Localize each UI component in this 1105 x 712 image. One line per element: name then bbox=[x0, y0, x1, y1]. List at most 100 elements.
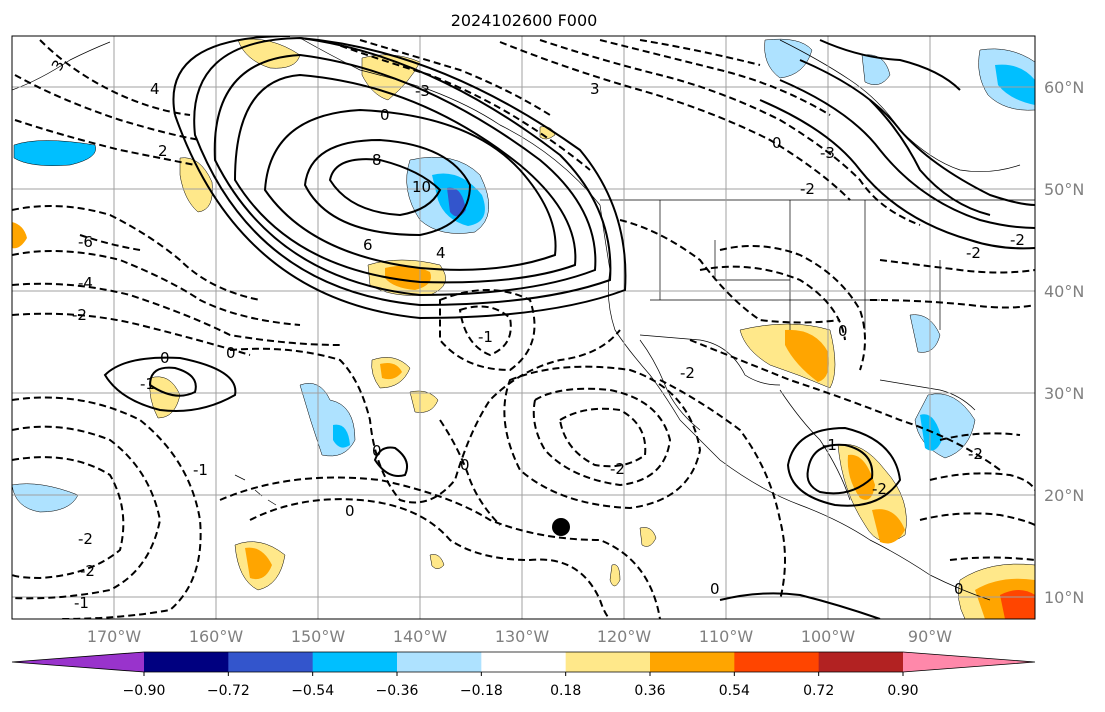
lat-label: 60°N bbox=[1044, 78, 1084, 97]
contour-neg-c2 bbox=[532, 387, 672, 487]
contour-high-8 bbox=[328, 158, 442, 217]
contour-label: -6 bbox=[78, 233, 93, 251]
colorbar-tick-label: 0.18 bbox=[550, 683, 581, 699]
colorbar-ticks: −0.90 −0.72 −0.54 −0.36 −0.18 0.18 0.36 0.54 0.7… bbox=[123, 672, 919, 699]
colorbar-tick-label: −0.36 bbox=[376, 683, 419, 699]
contour-label: 3 bbox=[590, 80, 600, 98]
contour-neg-se3 bbox=[939, 432, 1021, 441]
contour-label: 0 bbox=[380, 106, 390, 124]
lon-label: 140°W bbox=[393, 627, 448, 646]
shade-orange-mexico2 bbox=[872, 509, 905, 544]
colorbar-extend-high bbox=[903, 652, 1035, 672]
shade-ltblue-ne1 bbox=[764, 38, 813, 79]
contour-neg-us1 bbox=[619, 219, 841, 324]
colorbar-segment bbox=[818, 652, 904, 672]
contour-label: -2 bbox=[680, 364, 695, 382]
colorbar-segment bbox=[650, 652, 735, 672]
shade-blue-nw bbox=[13, 140, 96, 166]
shade-orange-w bbox=[12, 222, 27, 249]
contour-high-2 bbox=[213, 53, 597, 297]
contour-neg-alaska2 bbox=[359, 39, 551, 116]
contour-neg-center1 bbox=[229, 329, 621, 504]
contour-neg-west-n bbox=[79, 234, 141, 251]
colorbar-tick-label: 0.90 bbox=[887, 683, 918, 699]
colorbar-tick-label: 0.36 bbox=[634, 683, 665, 699]
contour-neg-center2 bbox=[458, 305, 512, 357]
contour-label: -2 bbox=[872, 480, 887, 498]
shade-yellow-small2 bbox=[639, 527, 657, 547]
contour-neg-ne3 bbox=[599, 39, 831, 116]
contour-ne-4 bbox=[819, 39, 961, 91]
contour-neg-w3 bbox=[12, 282, 341, 346]
lon-label: 120°W bbox=[597, 627, 652, 646]
contour-label: 8 bbox=[372, 151, 382, 169]
contour-neg-w1 bbox=[12, 205, 261, 301]
border-us-mexico bbox=[639, 334, 781, 386]
shade-blue-ne2 bbox=[995, 64, 1035, 105]
lon-label: 150°W bbox=[291, 627, 346, 646]
shade-blue-central bbox=[333, 424, 350, 448]
contour-high-6 bbox=[303, 138, 472, 237]
shade-orange-gulf bbox=[785, 329, 829, 382]
contour-west-small bbox=[148, 366, 197, 397]
lon-label: 110°W bbox=[699, 627, 754, 646]
shade-red-se-corner bbox=[1000, 590, 1035, 619]
contour-neg-center3 bbox=[439, 289, 536, 372]
colorbar-tick-label: 0.54 bbox=[719, 683, 750, 699]
contour-label: -1 bbox=[193, 461, 208, 479]
contour-label: -1 bbox=[74, 594, 89, 612]
contour-ne-1 bbox=[799, 59, 1035, 206]
contour-neg-w2 bbox=[12, 250, 301, 326]
contour-neg-ne1 bbox=[539, 39, 921, 226]
shade-orange-central bbox=[380, 363, 402, 380]
shade-yellow-top bbox=[237, 38, 301, 69]
contour-neg-alaska1 bbox=[329, 41, 591, 171]
contour-neg-sw3 bbox=[12, 396, 202, 619]
contour-label: 0 bbox=[954, 580, 964, 598]
contour-label: -2 bbox=[80, 562, 95, 580]
colorbar-segment bbox=[312, 652, 398, 672]
colorbar-segment bbox=[397, 652, 482, 672]
shade-yellow-central2 bbox=[409, 390, 439, 413]
shade-yellow-small3 bbox=[609, 564, 621, 587]
coastline-us-west bbox=[599, 204, 681, 421]
contour-mexico-1 bbox=[786, 426, 902, 507]
colorbar-tick-label: −0.18 bbox=[460, 683, 503, 699]
contour-neg-se1 bbox=[929, 472, 1035, 491]
lat-label: 10°N bbox=[1044, 588, 1084, 607]
contour-label: 4 bbox=[150, 80, 160, 98]
dashed-contours bbox=[12, 39, 1035, 619]
shaded-anomalies bbox=[12, 38, 1035, 619]
colorbar-tick-label: −0.72 bbox=[207, 683, 250, 699]
colorbar-tick-label: 0.72 bbox=[803, 683, 834, 699]
contour-neg-us2 bbox=[879, 259, 1035, 274]
islands-hawaii bbox=[234, 474, 277, 506]
lon-label: 130°W bbox=[495, 627, 550, 646]
contour-neg-s2 bbox=[219, 476, 661, 619]
colorbar-tick-label: −0.54 bbox=[291, 683, 334, 699]
contour-neg-gulf2 bbox=[699, 265, 846, 341]
contour-neg-c3 bbox=[558, 407, 647, 468]
colorbar-segment bbox=[565, 652, 651, 672]
contour-neg-s3 bbox=[659, 379, 786, 601]
shade-ltblue-ne3 bbox=[861, 54, 891, 86]
contour-neg-nw1 bbox=[39, 39, 191, 116]
lat-label: 30°N bbox=[1044, 384, 1084, 403]
contour-label: -1 bbox=[140, 375, 155, 393]
contour-neg-se4 bbox=[949, 556, 1035, 561]
shade-dblue-alaska bbox=[447, 187, 466, 217]
contour-label: -2 bbox=[1010, 231, 1025, 249]
contour-west-1 bbox=[103, 356, 237, 412]
contour-label: -1 bbox=[478, 328, 493, 346]
contour-label: 0 bbox=[772, 134, 782, 152]
contour-se-0 bbox=[719, 592, 881, 619]
map-frame bbox=[11, 35, 1036, 620]
border-states1 bbox=[650, 200, 941, 330]
contour-neg-nw3 bbox=[14, 119, 196, 166]
contour-ne-5 bbox=[869, 99, 991, 216]
contour-neg-s1 bbox=[249, 498, 611, 619]
contour-label: -2 bbox=[800, 180, 815, 198]
contour-label: 3 bbox=[48, 57, 68, 74]
contour-label: -1 bbox=[822, 436, 837, 454]
lat-label: 40°N bbox=[1044, 282, 1084, 301]
